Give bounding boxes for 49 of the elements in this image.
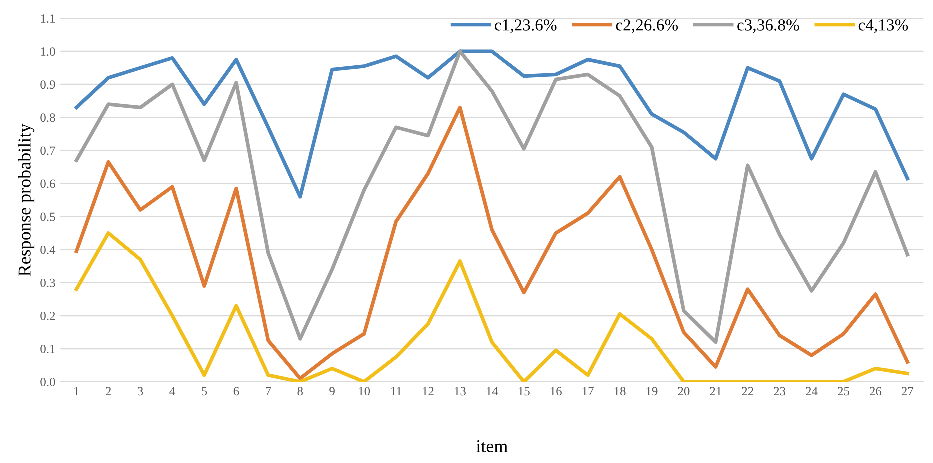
y-tick-label: 0.2 (40, 312, 56, 320)
x-tick-label: 24 (806, 387, 818, 396)
x-tick-label: 18 (614, 387, 626, 396)
x-tick-label: 1 (74, 387, 79, 396)
legend-label: c4,13% (858, 20, 908, 34)
line-series (74, 106, 910, 380)
line-series (74, 50, 910, 344)
y-tick-label: 0.6 (40, 180, 56, 188)
x-tick-label: 3 (138, 387, 144, 396)
x-tick-label: 21 (710, 387, 722, 396)
x-tick-label: 5 (202, 387, 208, 396)
x-tick-label: 20 (678, 387, 690, 396)
y-tick-label: 0.4 (40, 246, 56, 254)
y-tick-label: 0.1 (40, 344, 56, 354)
y-tick-label: 1.0 (41, 48, 56, 56)
x-tick-label: 16 (550, 387, 562, 396)
x-tick-label: 13 (455, 387, 466, 396)
legend-label: c1,23.6% (495, 20, 557, 34)
legend-label: c2,26.6% (616, 20, 678, 34)
x-tick-label: 10 (359, 387, 370, 396)
x-tick-label: 26 (870, 387, 882, 396)
y-tick-label: 0.5 (40, 212, 56, 222)
x-tick-label: 4 (170, 387, 176, 396)
x-tick-label: 11 (391, 387, 402, 396)
y-tick-label: 0.7 (40, 146, 56, 156)
x-tick-label: 25 (838, 387, 850, 396)
y-tick-label: 0.9 (40, 80, 56, 90)
x-tick-label: 23 (774, 387, 786, 396)
x-tick-label: 12 (423, 387, 434, 396)
x-tick-label: 17 (582, 387, 594, 396)
line-series (74, 50, 910, 199)
x-tick-label: 2 (106, 387, 112, 396)
x-tick-label: 22 (742, 387, 754, 396)
x-tick-label: 27 (902, 387, 914, 396)
y-tick-label: 1.1 (41, 14, 56, 24)
x-axis-title: item (476, 440, 508, 453)
x-tick-label: 6 (234, 387, 240, 396)
x-tick-label: 19 (646, 387, 658, 396)
x-tick-label: 9 (330, 387, 335, 396)
y-tick-label: 0.3 (40, 278, 56, 288)
line-series (74, 231, 910, 382)
y-tick-label: 0.0 (40, 378, 56, 386)
legend-label: c3,36.8% (738, 20, 800, 34)
x-tick-label: 7 (266, 387, 272, 396)
x-tick-label: 14 (487, 387, 498, 396)
x-tick-label: 15 (518, 387, 530, 396)
y-tick-label: 0.8 (40, 114, 56, 122)
y-axis-title: Response probability (18, 124, 35, 276)
x-tick-label: 8 (298, 387, 304, 396)
